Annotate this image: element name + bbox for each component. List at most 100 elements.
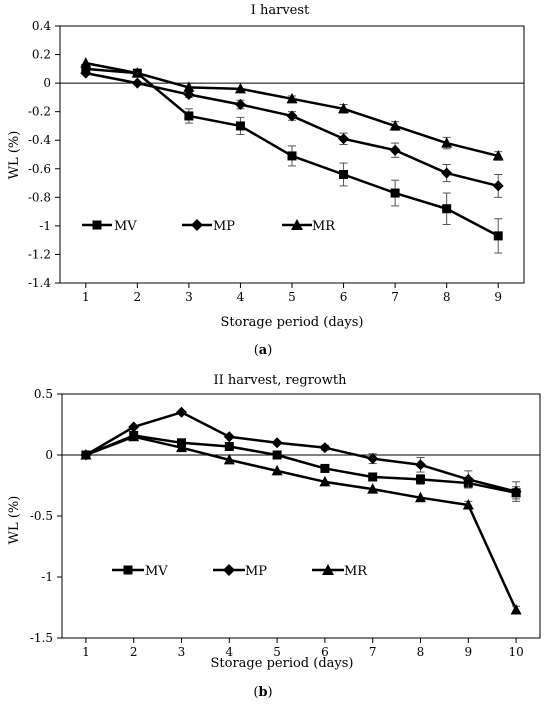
data-point-mv — [368, 472, 378, 482]
data-point-mr — [183, 81, 195, 92]
data-point-mp — [367, 453, 379, 465]
y-tick-label: -1 — [41, 570, 53, 584]
triangle-marker-icon — [291, 219, 303, 230]
data-point-mp — [510, 486, 522, 498]
x-tick-label: 1 — [82, 645, 90, 659]
y-tick-label: -0.6 — [28, 162, 51, 176]
legend-item-mv: MV — [82, 219, 137, 234]
y-tick-label: -0.2 — [28, 105, 51, 119]
x-tick-label: 4 — [237, 290, 245, 304]
data-point-mp — [131, 77, 143, 89]
series-line-mv — [85, 434, 517, 495]
series-line-mr — [85, 61, 499, 158]
y-tick-label: -1.5 — [30, 631, 53, 645]
y-tick-label: -0.4 — [28, 133, 52, 147]
legend-label-mr: MR — [312, 219, 336, 234]
legend-label-mp: MP — [245, 564, 267, 579]
data-point-mv — [442, 204, 452, 214]
x-tick-label: 6 — [321, 645, 329, 659]
x-tick-label: 6 — [340, 290, 348, 304]
data-point-mr — [286, 92, 298, 104]
chart-b-x-ticks: 1 2 3 4 5 6 7 8 9 10 — [82, 638, 524, 659]
data-point-mp — [492, 180, 504, 192]
x-tick-label: 8 — [417, 645, 425, 659]
x-tick-label: 7 — [369, 645, 377, 659]
chart-a-legend: MV MP MR — [82, 219, 336, 234]
y-tick-label: -1.2 — [28, 247, 51, 261]
data-point-mv — [184, 111, 194, 121]
data-point-mr — [223, 453, 235, 465]
data-point-mv — [287, 151, 297, 161]
data-point-mp — [338, 133, 350, 145]
data-point-mr — [319, 475, 331, 487]
data-point-mp — [271, 437, 283, 449]
data-point-mr — [462, 499, 474, 510]
data-point-mv — [224, 441, 234, 451]
triangle-marker-icon — [322, 564, 334, 575]
chart-b-y-axis-title: WL (%) — [7, 496, 22, 545]
y-tick-label: 0.5 — [34, 387, 53, 401]
legend-item-mp: MP — [182, 219, 235, 234]
chart-a-title: I harvest — [251, 3, 310, 18]
data-point-mr — [389, 119, 401, 131]
chart-b: II harvest, regrowth 0.5 0 -0.5 -1 -1.5 1 2 3 4… — [7, 373, 541, 700]
data-point-mr — [367, 483, 379, 494]
data-point-mp — [80, 67, 92, 79]
x-tick-label: 5 — [273, 645, 281, 659]
data-point-mp — [234, 99, 246, 111]
chart-b-title: II harvest, regrowth — [214, 373, 348, 388]
y-tick-label: -1 — [39, 219, 51, 233]
data-point-mv — [339, 169, 349, 179]
data-point-mr — [271, 464, 283, 476]
chart-a-y-axis-title: WL (%) — [7, 131, 22, 180]
chart-b-y-ticks: 0.5 0 -0.5 -1 -1.5 — [30, 387, 540, 645]
series-line-mr — [85, 435, 518, 611]
x-tick-label: 9 — [494, 290, 502, 304]
series-line-mp — [85, 411, 517, 493]
x-tick-label: 8 — [443, 290, 451, 304]
x-tick-label: 7 — [391, 290, 399, 304]
data-point-mp — [319, 442, 331, 454]
x-tick-label: 3 — [185, 290, 193, 304]
data-point-mr — [176, 441, 187, 453]
x-tick-label: 9 — [464, 645, 472, 659]
legend-label-mv: MV — [114, 219, 137, 234]
chart-a-caption: (a) — [254, 343, 273, 358]
x-tick-label: 1 — [82, 290, 90, 304]
data-point-mp — [462, 473, 474, 485]
chart-b-series — [80, 406, 522, 615]
data-point-mp — [441, 167, 453, 179]
y-tick-label: -0.5 — [30, 509, 53, 523]
data-point-mp — [286, 110, 298, 122]
y-tick-label: -1.4 — [28, 276, 52, 290]
x-tick-label: 3 — [178, 645, 186, 659]
data-point-mv — [493, 231, 503, 241]
y-tick-label: 0.2 — [32, 48, 51, 62]
legend-item-mp: MP — [213, 564, 267, 579]
data-point-mr — [510, 603, 522, 615]
data-point-mr — [131, 67, 143, 78]
legend-label-mv: MV — [145, 564, 168, 579]
data-point-mp — [128, 421, 140, 433]
data-point-mv — [235, 121, 245, 131]
y-tick-label: 0 — [45, 448, 53, 462]
data-point-mr — [338, 102, 350, 114]
legend-item-mr: MR — [282, 219, 336, 234]
chart-a-x-axis-title: Storage period (days) — [221, 315, 364, 330]
data-point-mv — [416, 474, 425, 484]
x-tick-label: 5 — [288, 290, 296, 304]
diamond-marker-icon — [223, 564, 235, 576]
data-point-mr — [80, 57, 92, 68]
data-point-mv — [390, 188, 400, 198]
data-point-mr — [128, 430, 140, 442]
chart-b-x-axis-title: Storage period (days) — [211, 656, 354, 671]
series-mp — [80, 406, 522, 502]
x-tick-label: 2 — [130, 645, 138, 659]
data-point-mp — [389, 144, 401, 156]
data-point-mr — [234, 82, 246, 94]
data-point-mp — [415, 459, 426, 471]
square-marker-icon — [123, 565, 133, 575]
legend-item-mv: MV — [112, 564, 168, 579]
chart-a-series — [80, 57, 504, 254]
